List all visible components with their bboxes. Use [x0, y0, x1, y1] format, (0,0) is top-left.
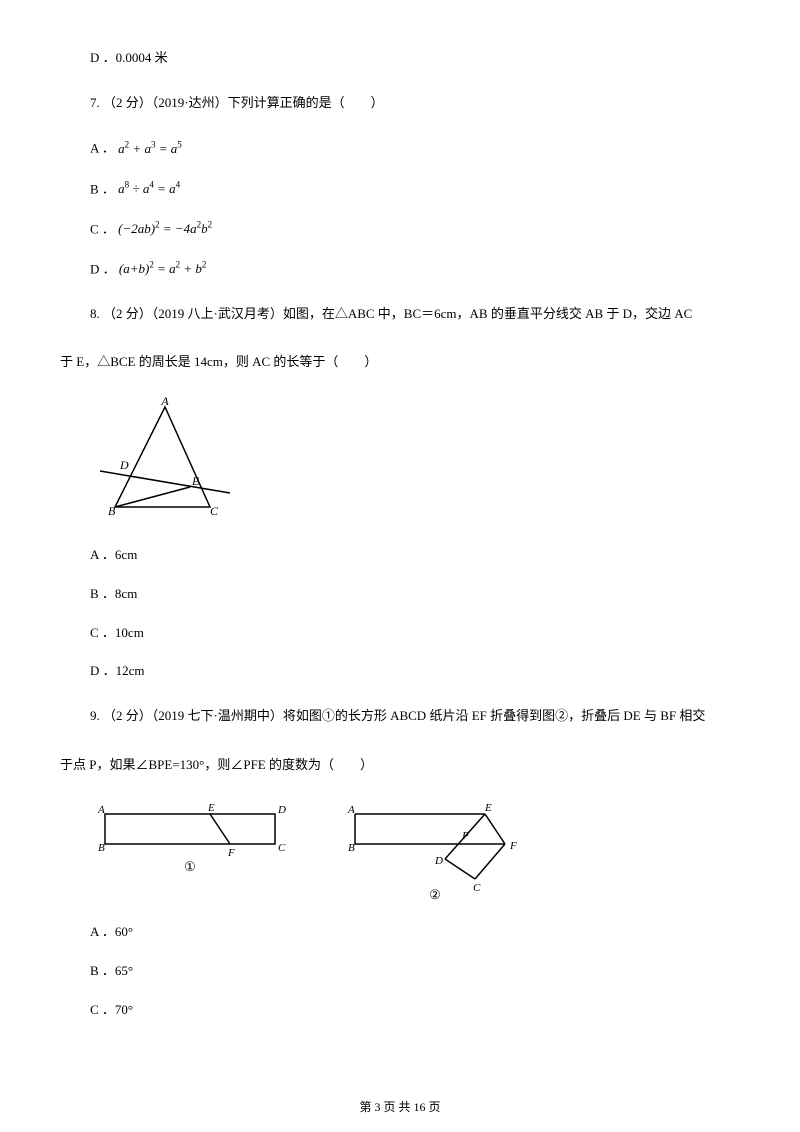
- svg-text:F: F: [227, 847, 235, 859]
- svg-text:C: C: [210, 504, 219, 518]
- svg-text:②: ②: [429, 887, 441, 902]
- q7-c-prefix: C ．: [90, 221, 115, 236]
- q8-line2: 于 E，△BCE 的周长是 14cm，则 AC 的长等于（ ）: [60, 348, 740, 377]
- svg-text:A: A: [347, 804, 355, 816]
- q7-a-formula: a2 + a3 = a5: [118, 141, 182, 156]
- q8-option-a: A ．6cm: [90, 545, 740, 566]
- svg-text:C: C: [473, 882, 481, 894]
- q7-b-formula: a8 ÷ a4 = a4: [118, 181, 180, 196]
- svg-text:①: ①: [184, 859, 196, 874]
- q7-d-formula: (a+b)2 = a2 + b2: [119, 261, 207, 276]
- q7-c-formula: (−2ab)2 = −4a2b2: [118, 221, 212, 236]
- svg-text:C: C: [278, 842, 286, 854]
- svg-text:F: F: [509, 840, 517, 852]
- svg-text:D: D: [434, 855, 443, 867]
- q7-b-prefix: B ．: [90, 181, 115, 196]
- svg-text:B: B: [108, 504, 116, 518]
- q8-option-c: C ．10cm: [90, 623, 740, 644]
- q7-option-c: C ． (−2ab)2 = −4a2b2: [90, 218, 740, 240]
- q7-option-d: D ． (a+b)2 = a2 + b2: [90, 258, 740, 280]
- q8-line1: 8. （2 分）（2019 八上·武汉月考）如图，在△ABC 中，BC＝6cm，…: [90, 300, 740, 329]
- q9-line2: 于点 P，如果∠BPE=130°，则∠PFE 的度数为（ ）: [60, 751, 740, 780]
- q9-option-b: B ．65°: [90, 961, 740, 982]
- q7-d-prefix: D ．: [90, 261, 116, 276]
- svg-text:B: B: [348, 842, 355, 854]
- q8-option-b: B ．8cm: [90, 584, 740, 605]
- svg-text:A: A: [160, 397, 169, 408]
- q9-figures: A B C D E F ① A B C D E F P ②: [90, 799, 740, 904]
- q9-figure-1: A B C D E F ①: [90, 799, 300, 904]
- q7-option-b: B ． a8 ÷ a4 = a4: [90, 178, 740, 200]
- page-footer: 第 3 页 共 16 页: [0, 1098, 800, 1117]
- svg-text:D: D: [119, 458, 129, 472]
- q9-figure-2: A B C D E F P ②: [340, 799, 550, 904]
- svg-text:P: P: [461, 830, 469, 842]
- q9-line1: 9. （2 分）（2019 七下·温州期中）将如图①的长方形 ABCD 纸片沿 …: [90, 702, 740, 731]
- q8-figure: A B C D E: [90, 397, 740, 527]
- q7-text: 7. （2 分）（2019·达州）下列计算正确的是（ ）: [90, 89, 740, 118]
- svg-text:E: E: [207, 802, 215, 814]
- svg-text:A: A: [97, 804, 105, 816]
- svg-text:B: B: [98, 842, 105, 854]
- q7-a-prefix: A ．: [90, 141, 115, 156]
- svg-text:D: D: [277, 804, 286, 816]
- q9-option-c: C ．70°: [90, 1000, 740, 1021]
- q9-option-a: A ．60°: [90, 922, 740, 943]
- q8-option-d: D ．12cm: [90, 661, 740, 682]
- q6-option-d: D ．0.0004 米: [90, 48, 740, 69]
- q7-option-a: A ． a2 + a3 = a5: [90, 137, 740, 159]
- svg-text:E: E: [191, 474, 200, 488]
- svg-text:E: E: [484, 802, 492, 814]
